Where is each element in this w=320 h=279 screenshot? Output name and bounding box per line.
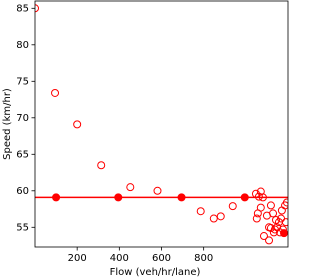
data-point — [252, 214, 261, 223]
data-point — [51, 88, 60, 97]
data-point — [196, 207, 205, 216]
data-point — [228, 202, 237, 211]
data-point — [251, 189, 260, 198]
data-point — [216, 212, 225, 221]
x-tick-label: 800 — [194, 253, 213, 264]
data-point — [153, 186, 162, 195]
y-tick-label: 65 — [16, 149, 29, 160]
data-point — [97, 161, 106, 170]
y-tick-label: 60 — [16, 186, 29, 197]
plot-frame — [34, 0, 289, 248]
data-point — [265, 236, 274, 245]
x-tick-label: 200 — [68, 253, 87, 264]
y-tick-label: 75 — [16, 76, 29, 87]
data-point — [258, 193, 267, 202]
plot-area — [35, 4, 288, 245]
data-point — [254, 192, 263, 201]
data-point — [265, 223, 274, 232]
data-point — [209, 214, 218, 223]
y-tick-label: 80 — [16, 40, 29, 51]
x-axis-label: Flow (veh/hr/lane) — [110, 267, 201, 278]
y-tick-label: 55 — [16, 222, 29, 233]
y-tick-label: 85 — [16, 3, 29, 14]
data-point — [52, 193, 61, 202]
data-point — [269, 209, 278, 218]
data-point — [277, 206, 286, 215]
data-point — [282, 198, 288, 207]
data-point — [259, 232, 268, 241]
y-tick-label: 70 — [16, 113, 29, 124]
data-point — [73, 120, 82, 129]
data-point — [177, 193, 186, 202]
data-point — [281, 218, 288, 227]
y-axis-label: Speed (km/hr) — [2, 88, 13, 160]
data-point — [256, 187, 265, 196]
data-point — [35, 4, 39, 13]
data-point — [279, 229, 288, 238]
data-point — [114, 193, 123, 202]
data-point — [266, 201, 275, 210]
x-tick-label: 400 — [110, 253, 129, 264]
data-point — [240, 193, 249, 202]
data-point — [126, 183, 135, 192]
x-tick-label: 600 — [152, 253, 171, 264]
chart: Flow (veh/hr/lane) Speed (km/hr) 200 400 6… — [2, 0, 289, 278]
data-point — [256, 203, 265, 212]
